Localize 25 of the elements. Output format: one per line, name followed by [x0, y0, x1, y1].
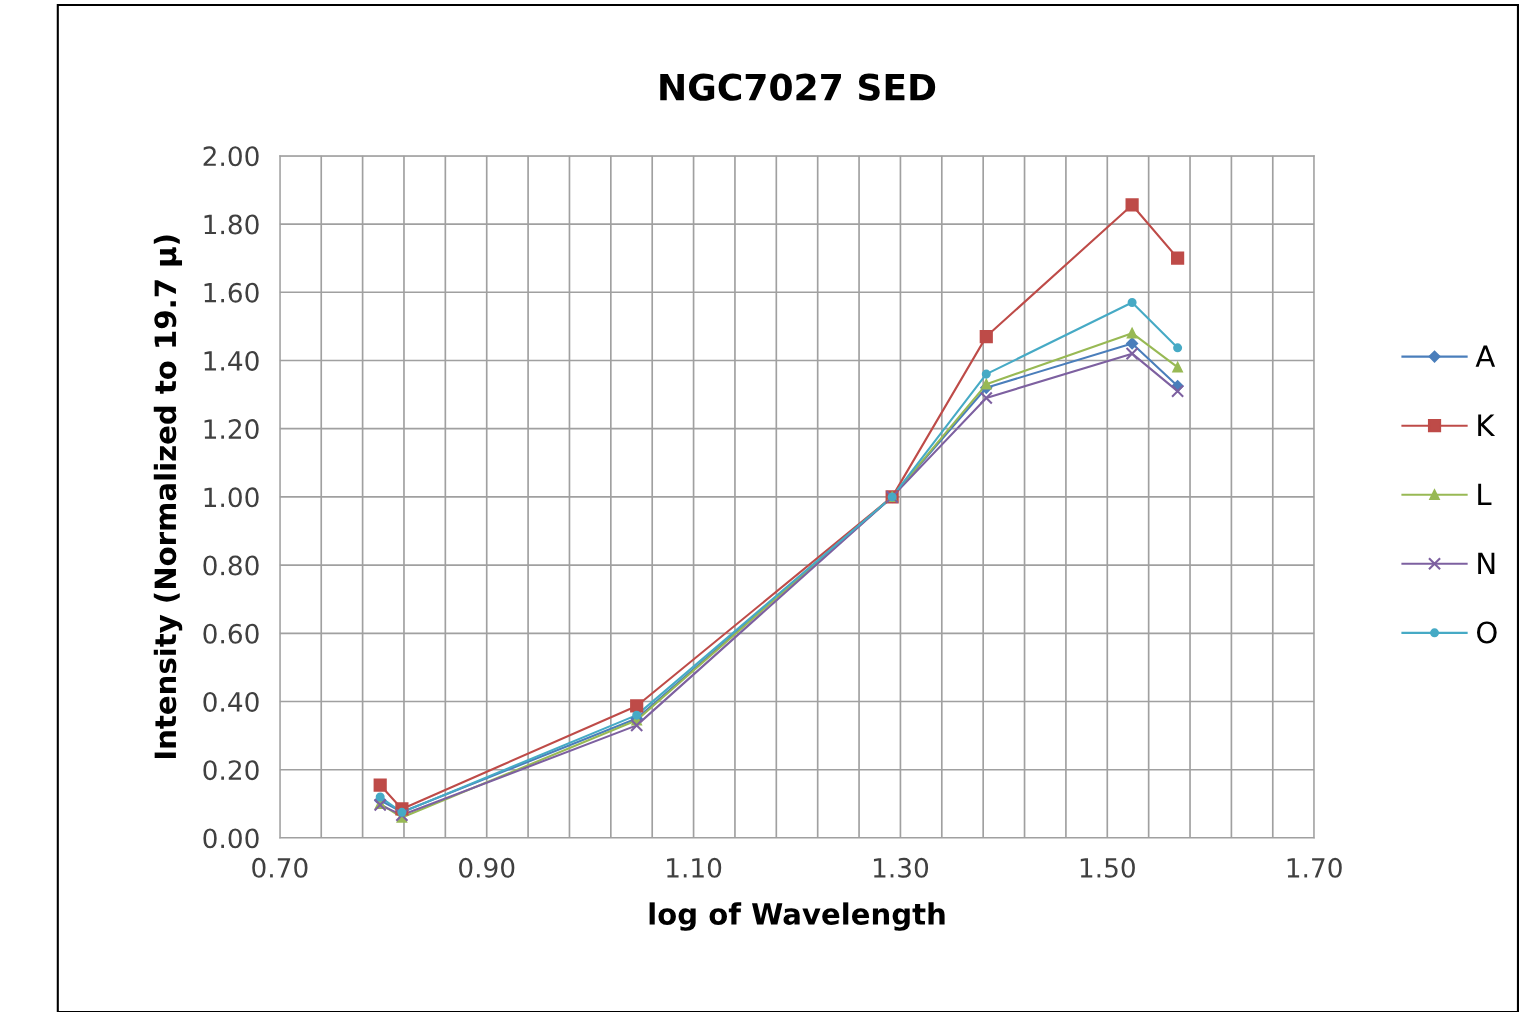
- legend-label: K: [1478, 414, 1496, 436]
- x-tick-label: 0.90: [459, 857, 515, 878]
- x-tick-label: 1.70: [1287, 857, 1342, 878]
- y-tick-label: 2.00: [203, 146, 259, 167]
- y-tick-label: 1.00: [204, 487, 259, 508]
- y-tick-label: 0.60: [203, 623, 259, 644]
- y-tick-label: 0.80: [203, 555, 259, 576]
- legend-label: L: [1478, 483, 1492, 505]
- y-tick-label: 0.00: [203, 828, 259, 849]
- x-tick-label: 0.70: [252, 857, 308, 878]
- y-tick-label: 1.20: [204, 419, 259, 440]
- y-tick-label: 0.40: [203, 691, 259, 712]
- x-tick-label: 1.10: [667, 857, 722, 878]
- y-tick-label: 1.60: [204, 282, 259, 303]
- chart-title: NGC7027 SED: [660, 73, 936, 101]
- x-tick-label: 1.30: [873, 857, 929, 878]
- x-tick-label: 1.50: [1080, 857, 1135, 878]
- x-axis-title: log of Wavelength: [649, 902, 945, 931]
- legend-label: A: [1475, 345, 1496, 367]
- y-tick-label: 1.80: [204, 214, 259, 235]
- legend-label: N: [1478, 552, 1495, 574]
- legend-label: O: [1477, 621, 1497, 644]
- y-tick-label: 1.40: [204, 350, 259, 371]
- y-axis-title: Intensity (Normalized to 19.7 μ): [153, 235, 183, 759]
- y-tick-label: 0.20: [203, 760, 259, 781]
